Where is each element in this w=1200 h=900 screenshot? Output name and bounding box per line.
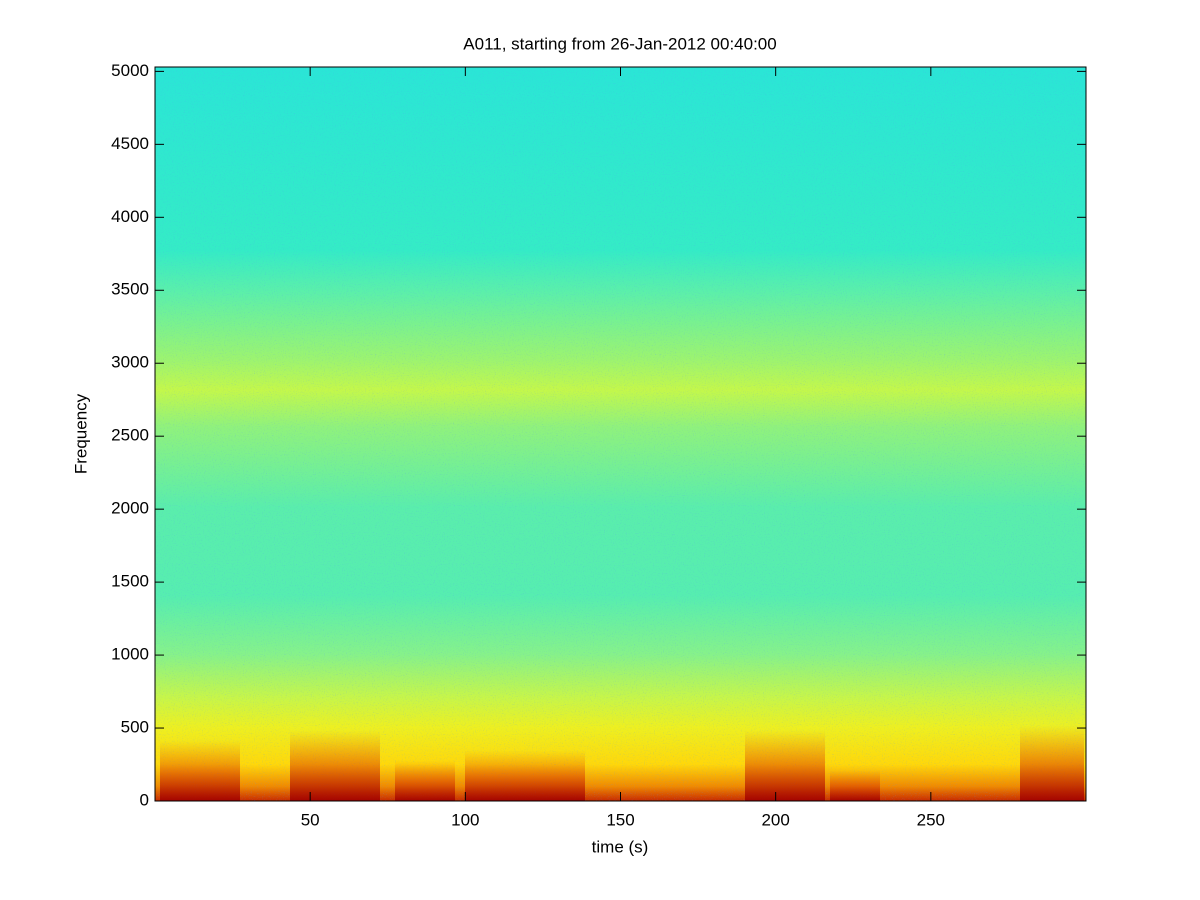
x-tick-label: 100 — [451, 810, 479, 829]
y-tick-label: 1000 — [111, 645, 149, 664]
y-tick-label: 500 — [121, 718, 149, 737]
chart-title: A011, starting from 26-Jan-2012 00:40:00 — [463, 34, 776, 53]
x-tick-label: 200 — [761, 810, 789, 829]
y-tick-label: 4000 — [111, 207, 149, 226]
x-axis-label: time (s) — [592, 837, 649, 856]
y-tick-label: 3000 — [111, 353, 149, 372]
y-tick-label: 4500 — [111, 134, 149, 153]
x-tick-label: 50 — [301, 810, 320, 829]
y-axis-label: Frequency — [71, 393, 90, 474]
y-tick-label: 2000 — [111, 499, 149, 518]
y-tick-label: 1500 — [111, 572, 149, 591]
x-tick-label: 150 — [606, 810, 634, 829]
spectrogram-image — [155, 67, 1086, 801]
y-tick-label: 0 — [140, 790, 149, 809]
y-tick-label: 5000 — [111, 61, 149, 80]
x-tick-label: 250 — [917, 810, 945, 829]
y-tick-label: 3500 — [111, 280, 149, 299]
y-tick-label: 2500 — [111, 426, 149, 445]
